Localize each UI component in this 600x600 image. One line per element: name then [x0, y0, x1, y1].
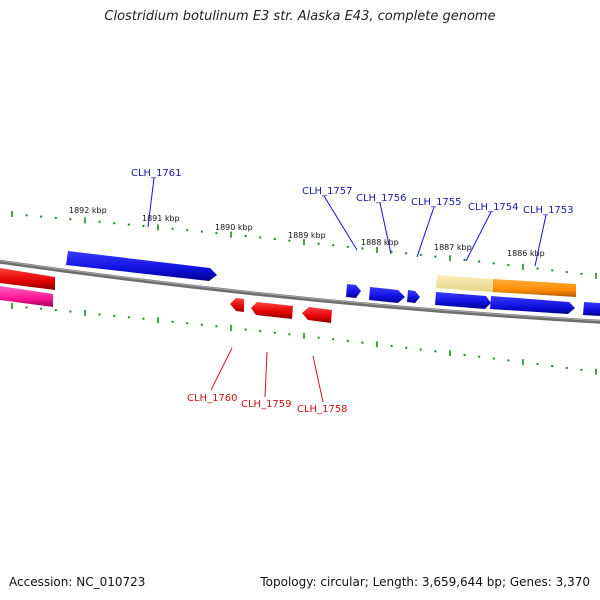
gene-arrow-plus[interactable]	[435, 292, 491, 309]
scale-label: 1888 kbp	[361, 238, 399, 247]
genome-backbone	[0, 259, 600, 324]
scale-label: 1886 kbp	[507, 249, 545, 258]
gene-label-CLH_1758[interactable]: CLH_1758	[297, 404, 348, 415]
gene-arrow-minus[interactable]	[302, 307, 332, 323]
gene-label-CLH_1753[interactable]: CLH_1753	[523, 205, 574, 216]
gene-arrow-plus[interactable]	[490, 296, 575, 314]
scale-label: 1889 kbp	[288, 231, 326, 240]
scale-ticks-lower	[11, 303, 597, 375]
gene-arrow-minus[interactable]	[251, 302, 293, 319]
genome-backbone-highlight	[0, 260, 600, 322]
gene-label-CLH_1754[interactable]: CLH_1754	[468, 202, 519, 213]
gene-arrow-minus[interactable]	[230, 298, 244, 312]
scale-label: 1891 kbp	[142, 214, 180, 223]
gene-label-CLH_1761[interactable]: CLH_1761	[131, 168, 182, 179]
gene-arrow-plus[interactable]	[346, 284, 361, 298]
gene-arrow-plus[interactable]	[407, 290, 420, 303]
rna-feature-pink[interactable]	[0, 286, 53, 307]
gene-arrow-plus[interactable]	[583, 302, 600, 316]
scale-label: 1892 kbp	[69, 206, 107, 215]
scale-ticks-upper	[11, 211, 597, 279]
accession-text: Accession: NC_010723	[9, 575, 146, 589]
gene-label-CLH_1759[interactable]: CLH_1759	[241, 399, 292, 410]
gene-label-CLH_1757[interactable]: CLH_1757	[302, 186, 353, 197]
genome-stats-text: Topology: circular; Length: 3,659,644 bp…	[260, 575, 590, 589]
map-title: Clostridium botulinum E3 str. Alaska E43…	[104, 9, 496, 24]
gene-label-CLH_1755[interactable]: CLH_1755	[411, 197, 462, 208]
gene-arrow-plus[interactable]	[66, 251, 217, 281]
rna-feature-orange[interactable]	[493, 279, 576, 297]
scale-label: 1890 kbp	[215, 223, 253, 232]
gene-arrow-plus[interactable]	[369, 287, 405, 303]
gene-label-CLH_1756[interactable]: CLH_1756	[356, 193, 407, 204]
leader-lines-minus	[210, 347, 324, 403]
rna-feature-pale[interactable]	[436, 275, 493, 292]
gene-label-CLH_1760[interactable]: CLH_1760	[187, 393, 238, 404]
scale-label: 1887 kbp	[434, 243, 472, 252]
leader-lines-plus	[147, 177, 547, 267]
gene-arrow-minus[interactable]	[0, 268, 55, 290]
